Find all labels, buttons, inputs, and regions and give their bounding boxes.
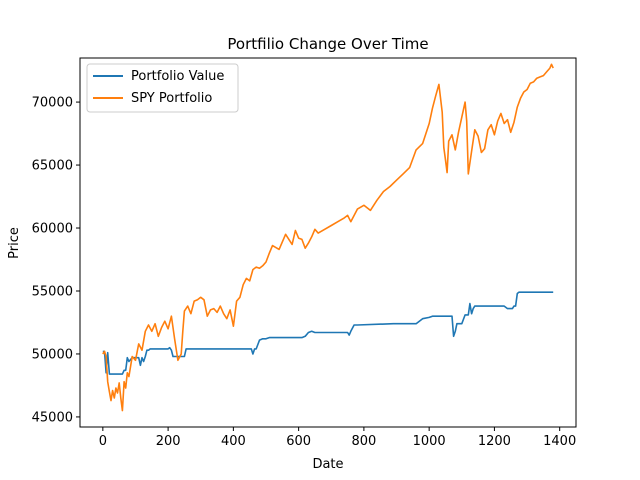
x-axis-label: Date [312, 457, 343, 472]
ticks-layer: 0 200 400 600 800 1000 1200 1400 45000 50000 55000… [32, 96, 577, 449]
y-tick-label: 70000 [32, 96, 73, 111]
x-tick-label: 1400 [543, 434, 576, 449]
y-tick-label: 45000 [32, 410, 73, 425]
y-tick-label: 60000 [32, 222, 73, 237]
y-tick-label: 65000 [32, 159, 73, 174]
y-tick-label: 50000 [32, 347, 73, 362]
x-tick-label: 0 [99, 434, 107, 449]
y-axis-label: Price [7, 227, 22, 259]
series-layer [102, 63, 554, 412]
legend-label-portfolio-value: Portfolio Value [131, 69, 224, 84]
legend-box [86, 63, 239, 113]
series-line-spy-portfolio [102, 63, 554, 412]
x-tick-label: 600 [286, 434, 311, 449]
y-tick-label: 55000 [32, 284, 73, 299]
x-tick-label: 200 [156, 434, 181, 449]
x-tick-label: 800 [351, 434, 376, 449]
legend-label-spy-portfolio: SPY Portfolio [131, 91, 212, 106]
x-tick-label: 1000 [413, 434, 446, 449]
series-line-portfolio-value [102, 291, 554, 375]
plot-background [80, 58, 576, 427]
x-tick-label: 1200 [478, 434, 511, 449]
plot-frame [79, 57, 577, 428]
legend: Portfolio Value SPY Portfolio [86, 63, 239, 113]
chart-title: Portfilio Change Over Time [227, 35, 428, 53]
x-tick-label: 400 [221, 434, 246, 449]
